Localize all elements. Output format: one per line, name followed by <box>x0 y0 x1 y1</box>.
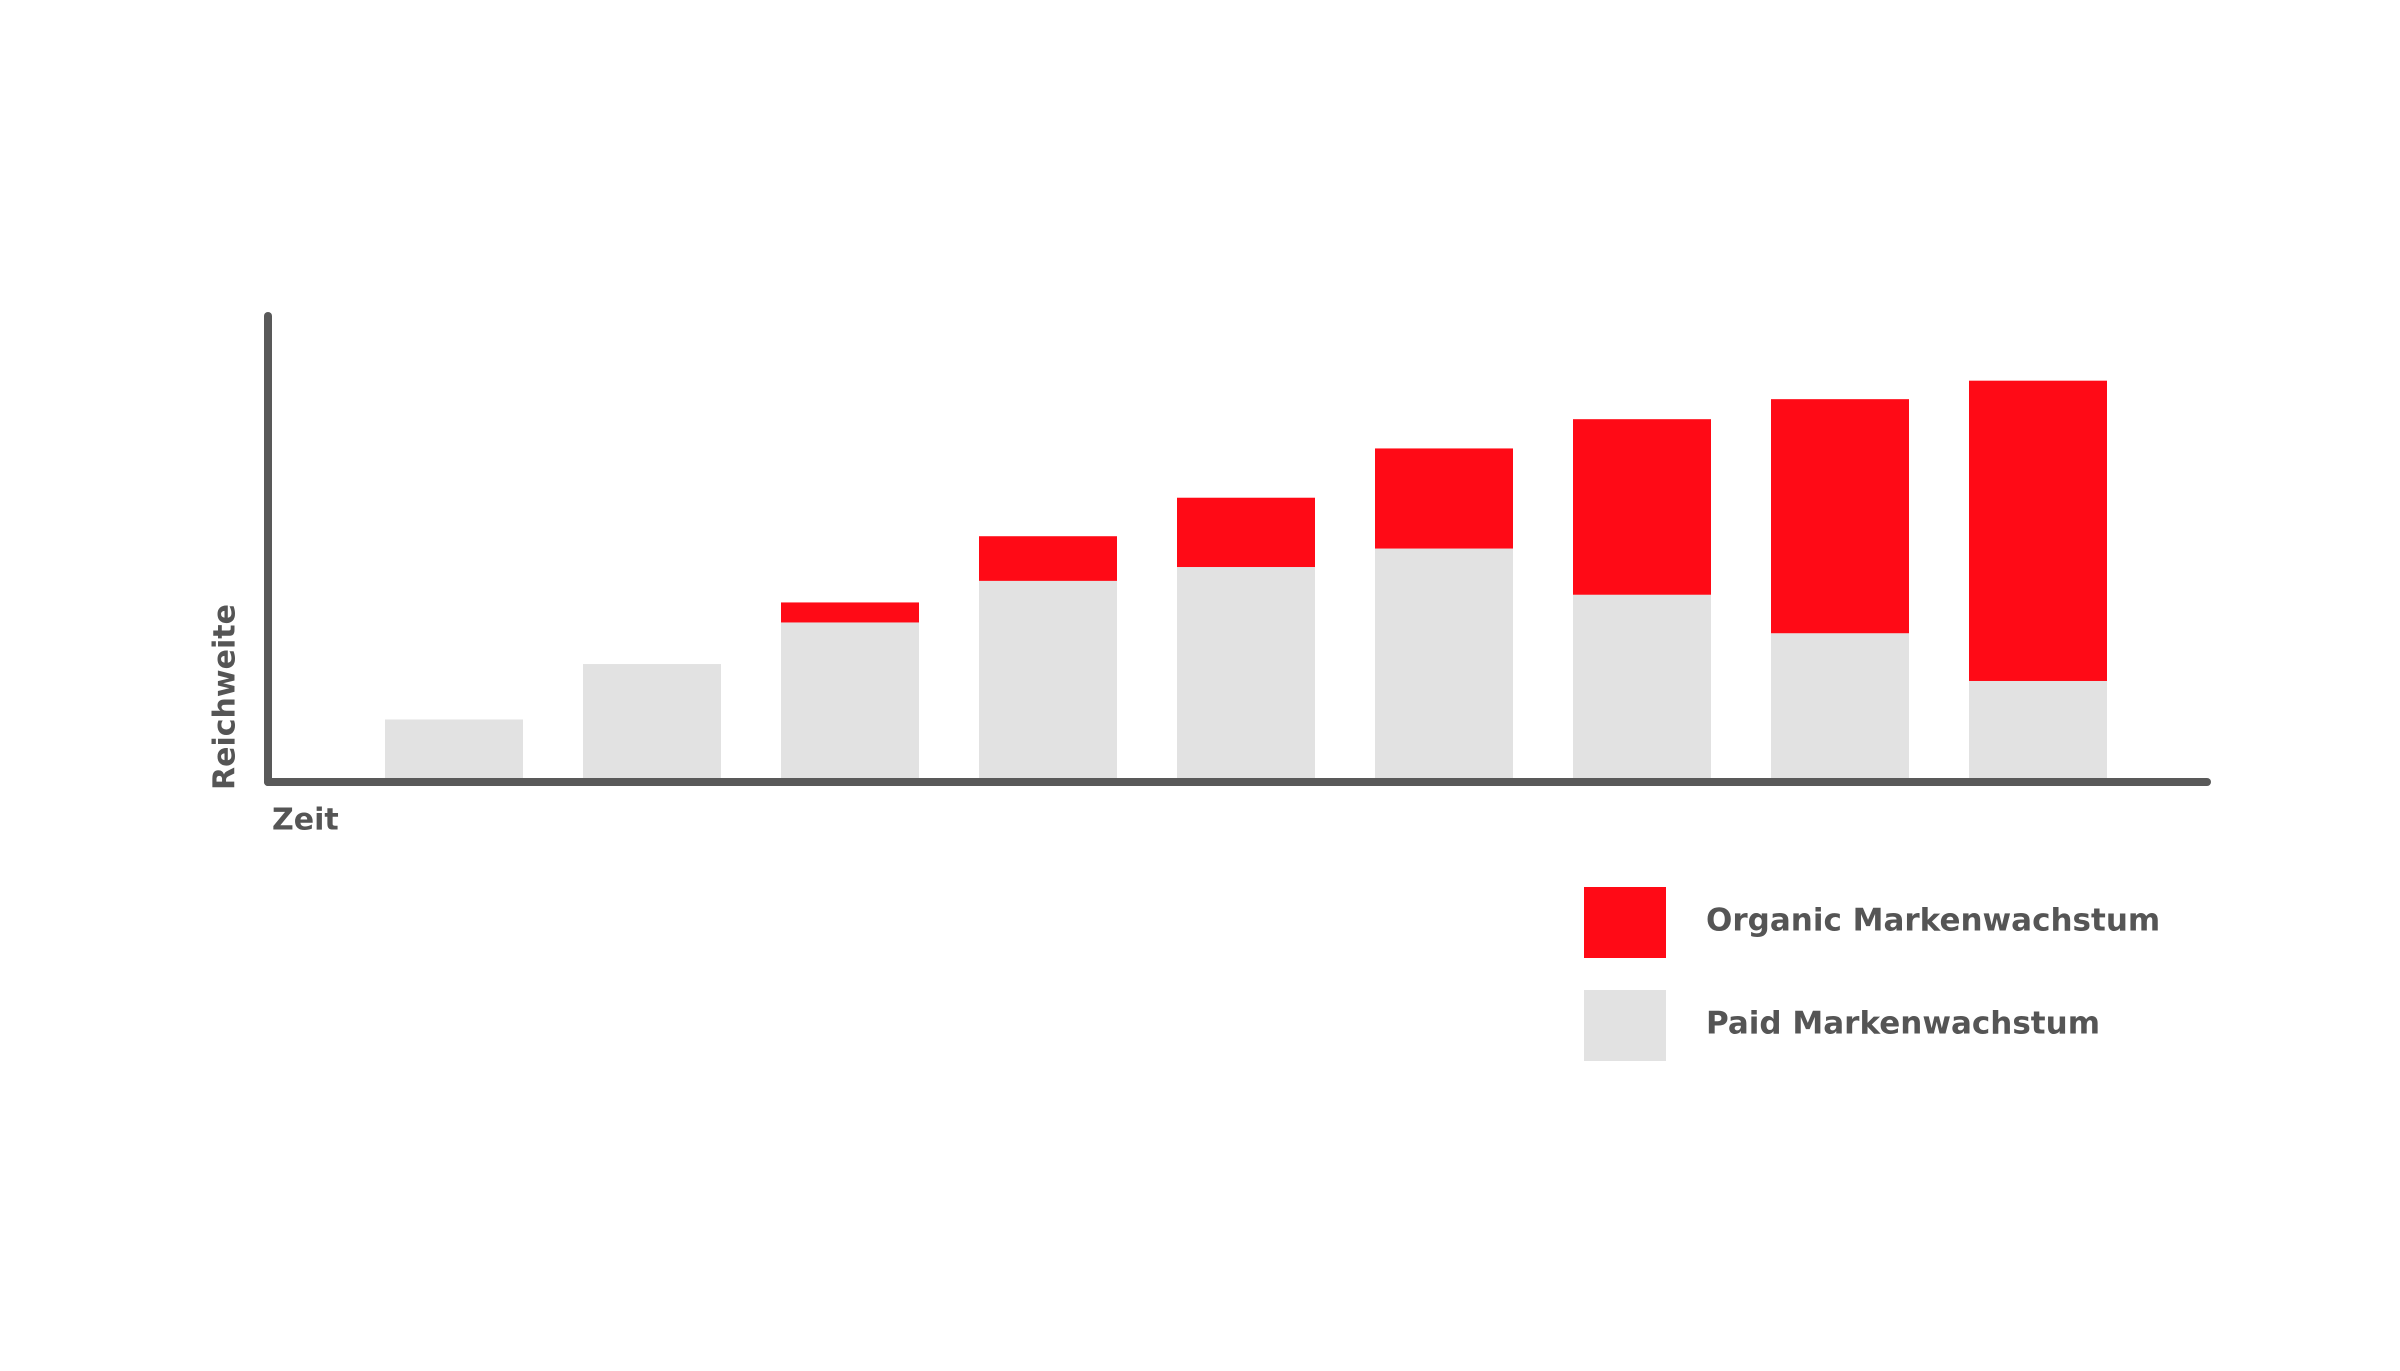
bar-segment <box>781 602 919 623</box>
bar-segment <box>385 719 523 778</box>
bar-segment <box>781 622 919 778</box>
legend-label: Paid Markenwachstum <box>1706 1006 2100 1042</box>
bar-segment <box>979 536 1117 581</box>
bar-segment <box>1573 419 1711 595</box>
legend-swatch <box>1584 887 1666 958</box>
legend-label: Organic Markenwachstum <box>1706 903 2160 939</box>
x-axis-label: Zeit <box>272 803 339 838</box>
legend-swatch <box>1584 990 1666 1061</box>
bar-segment <box>1177 497 1315 568</box>
bar-segment <box>583 664 721 778</box>
bar-segment <box>1969 680 2107 778</box>
y-axis-label: Reichweite <box>208 604 243 790</box>
bar-segment <box>1375 448 1513 549</box>
bar-segment <box>1771 399 1909 634</box>
bar-segment <box>1573 594 1711 778</box>
bar-segment <box>1771 633 1909 778</box>
bar-segment <box>1969 380 2107 681</box>
bar-segment <box>1177 567 1315 778</box>
bar-segment <box>1375 548 1513 778</box>
bar-segment <box>979 580 1117 778</box>
